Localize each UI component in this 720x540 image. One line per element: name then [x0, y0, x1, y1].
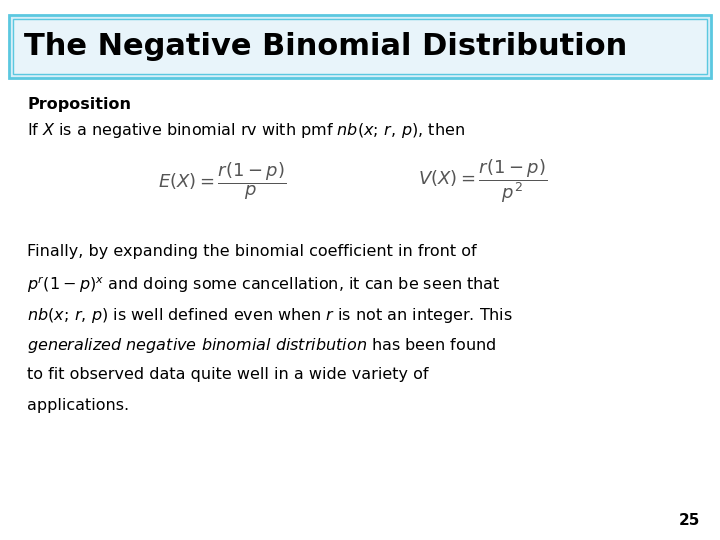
Text: to fit observed data quite well in a wide variety of: to fit observed data quite well in a wid…	[27, 367, 429, 382]
Text: applications.: applications.	[27, 398, 130, 413]
Text: $\mathit{generalized\ negative\ binomial\ distribution}$ has been found: $\mathit{generalized\ negative\ binomial…	[27, 336, 497, 355]
Bar	[9, 15, 711, 78]
Text: The Negative Binomial Distribution: The Negative Binomial Distribution	[24, 32, 628, 61]
Text: $p^r(1-p)^x$ and doing some cancellation, it can be seen that: $p^r(1-p)^x$ and doing some cancellation…	[27, 275, 500, 295]
Text: Finally, by expanding the binomial coefficient in front of: Finally, by expanding the binomial coeff…	[27, 244, 477, 259]
Text: If $\mathit{X}$ is a negative binomial rv with pmf $\mathit{nb}(x;\, r,\, p)$, t: If $\mathit{X}$ is a negative binomial r…	[27, 122, 465, 140]
Text: 25: 25	[678, 513, 700, 528]
Bar	[13, 19, 707, 74]
Text: $V(X) = \dfrac{r(1-p)}{p^2}$: $V(X) = \dfrac{r(1-p)}{p^2}$	[418, 157, 546, 205]
Text: $\mathit{nb}(x;\, r,\, p)$ is well defined even when $r$ is not an integer. This: $\mathit{nb}(x;\, r,\, p)$ is well defin…	[27, 306, 513, 325]
Text: Proposition: Proposition	[27, 97, 131, 112]
Text: $E(X) = \dfrac{r(1-p)}{p}$: $E(X) = \dfrac{r(1-p)}{p}$	[158, 160, 287, 202]
